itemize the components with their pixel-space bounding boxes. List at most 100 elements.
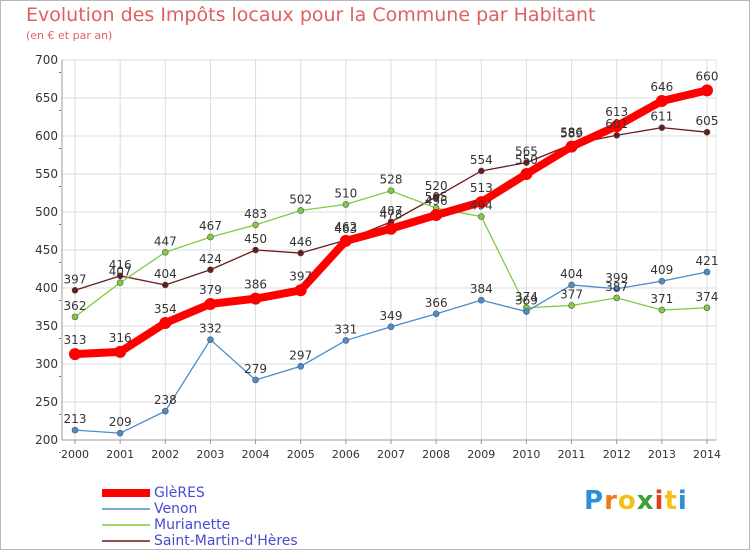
data-point — [342, 201, 350, 208]
data-label: 550 — [515, 153, 538, 167]
data-label: 407 — [109, 265, 132, 279]
data-label: 478 — [380, 208, 403, 222]
data-label: 483 — [244, 207, 267, 221]
y-tick-label: 600 — [35, 129, 58, 143]
x-tick-label: 2001 — [106, 448, 134, 461]
data-point — [71, 286, 79, 294]
data-point — [613, 294, 621, 302]
x-tick-label: 2006 — [332, 448, 360, 461]
logo-letter: r — [604, 486, 618, 516]
data-label: 404 — [560, 267, 583, 281]
data-label: 494 — [470, 199, 493, 213]
data-point — [161, 281, 169, 289]
data-point — [116, 279, 124, 286]
data-label: 354 — [154, 302, 177, 316]
data-point — [565, 140, 578, 153]
data-point — [69, 348, 81, 361]
data-label: 421 — [696, 254, 719, 268]
data-point — [342, 337, 350, 344]
data-label: 613 — [605, 105, 628, 119]
data-label: 510 — [334, 186, 357, 200]
data-point — [430, 209, 443, 222]
data-point — [523, 308, 530, 315]
data-label: 589 — [560, 126, 583, 140]
data-label: 467 — [199, 219, 222, 233]
data-label: 316 — [109, 331, 132, 345]
data-label: 447 — [154, 234, 177, 248]
data-label: 377 — [560, 287, 583, 301]
data-point — [161, 248, 169, 256]
data-label: 313 — [64, 333, 87, 347]
data-label: 374 — [696, 290, 719, 304]
data-point — [252, 376, 259, 384]
data-point — [297, 249, 305, 257]
logo-letter: t — [664, 486, 678, 516]
data-label: 213 — [64, 412, 87, 426]
legend — [102, 489, 150, 542]
data-label: 446 — [289, 235, 312, 249]
data-label: 404 — [154, 267, 177, 281]
x-tick-label: 2000 — [61, 448, 89, 461]
data-point — [252, 246, 259, 254]
data-point — [71, 313, 79, 321]
x-tick-label: 2009 — [467, 448, 495, 461]
data-label: 379 — [199, 283, 222, 297]
data-point — [523, 159, 530, 166]
x-tick-label: 2012 — [603, 448, 631, 461]
data-point — [294, 284, 307, 297]
data-point — [655, 95, 668, 108]
x-tick-label: 2003 — [196, 448, 224, 461]
data-label: 397 — [64, 272, 87, 286]
data-point — [71, 426, 79, 434]
data-label: 369 — [515, 294, 538, 308]
data-point — [568, 302, 575, 309]
logo-letter: x — [636, 486, 655, 516]
data-label: 520 — [425, 179, 448, 193]
data-point — [477, 167, 485, 175]
data-point — [207, 266, 214, 274]
data-point — [703, 304, 711, 312]
data-point — [477, 213, 485, 220]
data-label: 463 — [334, 222, 357, 236]
y-tick-label: 500 — [35, 205, 58, 219]
data-label: 209 — [109, 415, 132, 429]
data-point — [114, 345, 127, 358]
data-label: 279 — [244, 362, 267, 376]
data-point — [204, 297, 217, 310]
y-tick-label: 550 — [35, 167, 58, 181]
data-label: 397 — [289, 269, 312, 283]
y-tick-label: 250 — [35, 395, 58, 409]
data-label: 387 — [605, 280, 628, 294]
data-point — [613, 131, 621, 139]
legend-entry: Saint-Martin-d'Hères — [154, 533, 298, 549]
y-tick-label: 400 — [35, 281, 58, 295]
data-label: 366 — [425, 296, 448, 310]
data-label: 450 — [244, 232, 267, 246]
data-label: 238 — [154, 393, 177, 407]
data-point — [658, 306, 666, 314]
data-label: 586 — [560, 126, 583, 140]
data-point — [475, 196, 488, 209]
data-label: 399 — [605, 271, 628, 285]
x-tick-label: 2005 — [287, 448, 315, 461]
series-lines — [69, 84, 713, 437]
data-label: 362 — [64, 299, 87, 313]
axes: 200 250 300 350 400 450 500 550 600 650 700 2000 200… — [35, 53, 721, 461]
data-point — [249, 292, 262, 305]
data-label: 513 — [470, 181, 493, 195]
data-point — [613, 285, 621, 293]
data-point — [161, 407, 169, 415]
data-label: 331 — [334, 322, 357, 336]
data-label: 611 — [650, 110, 673, 124]
y-tick-label: 200 — [35, 433, 58, 447]
data-point — [116, 272, 124, 280]
data-label: 384 — [470, 282, 493, 296]
data-point — [297, 207, 305, 214]
data-point — [701, 84, 713, 97]
logo-letter: i — [677, 486, 688, 516]
data-point — [387, 323, 395, 331]
data-label: 502 — [289, 192, 312, 206]
x-tick-label: 2002 — [151, 448, 179, 461]
